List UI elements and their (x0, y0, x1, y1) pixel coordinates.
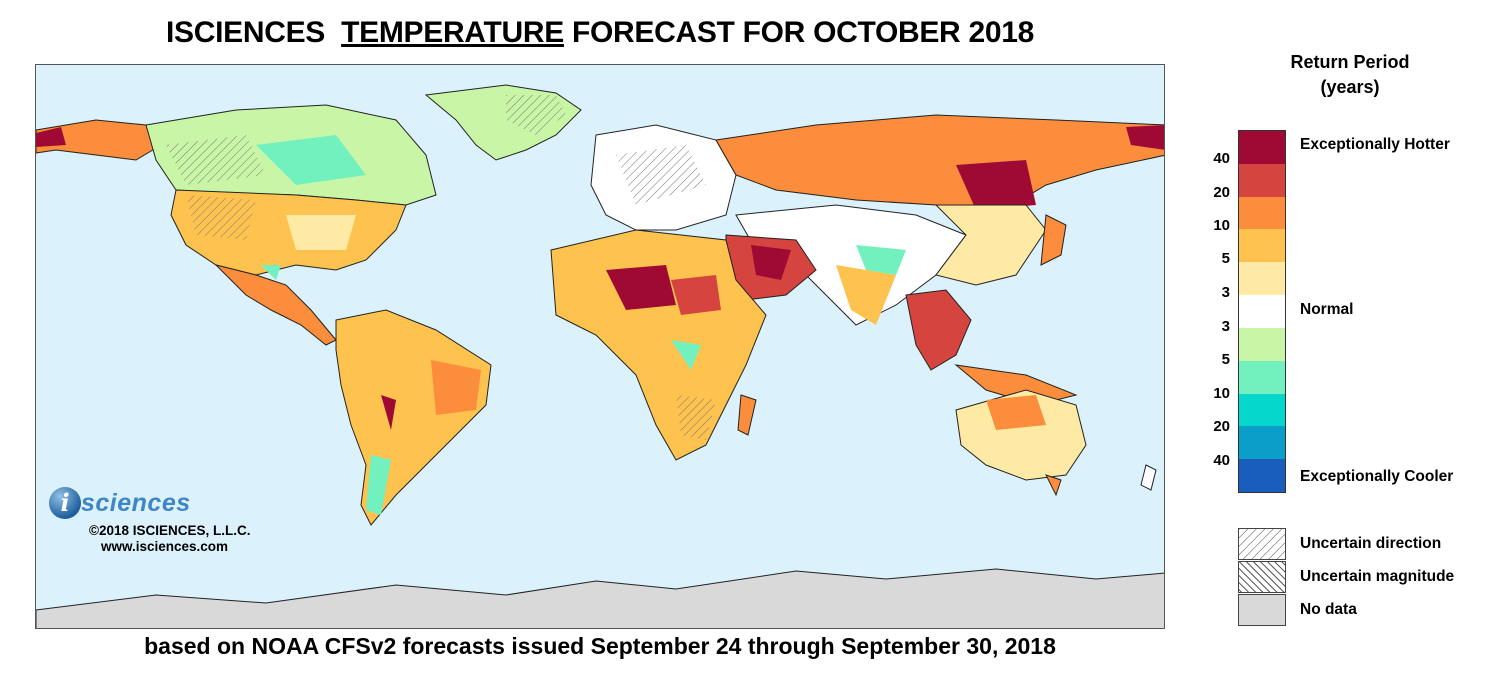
map-title: ISCIENCES TEMPERATURE FORECAST FOR OCTOB… (35, 16, 1165, 50)
alaska-region (36, 119, 162, 161)
russia-region (715, 114, 1164, 216)
legend-title-line1: Return Period (1290, 52, 1410, 72)
tick-hot-40: 40 (1213, 150, 1230, 167)
no-data-swatch-icon (1238, 594, 1286, 626)
south-america-region (335, 309, 492, 526)
greenland-region (424, 84, 582, 161)
antarctica-region (36, 568, 1164, 628)
website-url: www.isciences.com (101, 539, 229, 554)
legend-swatch-10 (1239, 459, 1285, 492)
color-scale-bar (1238, 130, 1286, 493)
isciences-logo: i sciences ©2018 ISCIENCES, L.L.C. www.i… (49, 487, 289, 557)
forecast-source-caption: based on NOAA CFSv2 forecasts issued Sep… (144, 633, 1056, 659)
legend-swatch-9 (1239, 426, 1285, 460)
tick-hot-5: 5 (1221, 250, 1230, 267)
legend-swatch-5 (1239, 295, 1285, 328)
title-suffix: FORECAST FOR OCTOBER 2018 (571, 16, 1034, 49)
copyright-text: ©2018 ISCIENCES, L.L.C. (89, 523, 251, 538)
tick-cool-20: 20 (1213, 418, 1230, 435)
mexico-region (214, 264, 337, 346)
legend-swatch-7 (1239, 360, 1285, 394)
legend-title-line2: (years) (1320, 77, 1380, 97)
uncertain-direction-label: Uncertain direction (1300, 535, 1442, 552)
uncertain-direction-hatch-icon (1238, 528, 1286, 560)
legend-swatch-0 (1239, 131, 1285, 164)
southeast-asia-region (905, 289, 972, 371)
tick-cool-40: 40 (1213, 452, 1230, 469)
logo-wordmark: sciences (81, 489, 191, 517)
legend-swatch-2 (1239, 196, 1285, 230)
legend-cool-label: Exceptionally Cooler (1300, 468, 1454, 485)
new-zealand-region (1140, 464, 1157, 491)
logo-mark: i (49, 487, 81, 519)
title-emphasis: TEMPERATURE (341, 16, 564, 49)
tick-hot-20: 20 (1213, 184, 1230, 201)
no-data-label: No data (1300, 601, 1357, 618)
tick-cool-10: 10 (1213, 385, 1230, 402)
legend-swatch-3 (1239, 229, 1285, 263)
title-prefix: ISCIENCES (166, 16, 326, 49)
legend-swatch-4 (1239, 262, 1285, 296)
world-map (35, 64, 1165, 629)
japan-region (1040, 214, 1067, 266)
legend-normal-label: Normal (1300, 301, 1354, 318)
uncertain-magnitude-label: Uncertain magnitude (1300, 568, 1455, 585)
tick-cool-3: 3 (1221, 318, 1230, 335)
legend-hot-label: Exceptionally Hotter (1300, 136, 1450, 153)
east-asia-region (934, 204, 1047, 286)
legend-swatch-6 (1239, 327, 1285, 361)
uncertain-magnitude-hatch-icon (1238, 561, 1286, 593)
tick-cool-5: 5 (1221, 351, 1230, 368)
tick-hot-3: 3 (1221, 284, 1230, 301)
australia-region (955, 389, 1087, 481)
legend-swatch-1 (1239, 163, 1285, 197)
legend-swatch-8 (1239, 393, 1285, 427)
tick-hot-10: 10 (1213, 217, 1230, 234)
legend-title: Return Period (years) (1240, 50, 1460, 100)
